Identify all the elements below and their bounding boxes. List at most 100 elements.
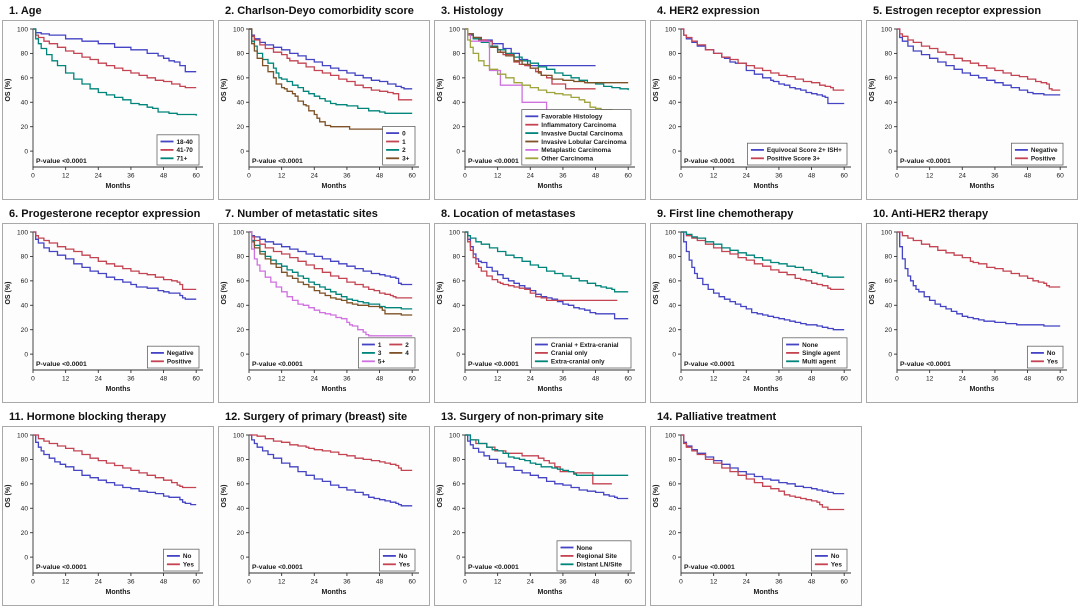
p-value-label: P-value <0.0001 [468,361,519,368]
km-panel-11: 11. Hormone blocking therapy 0 20 40 60 80 100… [2,408,214,606]
x-tick-label: 48 [1024,376,1032,383]
y-axis: 0 20 40 60 80 100 [233,26,249,155]
x-tick-label: 48 [808,376,816,383]
y-axis-label: OS (%) [869,282,876,305]
x-tick-label: 48 [592,579,600,586]
y-tick-label: 60 [453,278,461,285]
legend-label: 71+ [177,156,188,163]
legend-label: Cranial + Extra-cranial [551,342,619,349]
y-tick-label: 40 [237,506,245,513]
km-panel-8: 8. Location of metastases 0 20 40 60 80 100 0 12… [434,205,646,403]
legend-label: Cranial only [551,350,588,357]
km-curve-none [465,434,629,500]
legend-label: Negative [167,350,194,357]
panel-title: 1. Age [9,5,42,17]
km-curve-71- [33,28,197,116]
y-tick-label: 0 [240,351,244,358]
y-tick-label: 80 [453,254,461,261]
y-axis: 0 20 40 60 80 100 [881,229,897,358]
legend-label: Positive [1031,156,1056,163]
x-tick-label: 60 [625,173,633,180]
legend: Negative Positive [1010,142,1064,166]
plot-box: 0 20 40 60 80 100 0 12 24 36 48 60 Months OS (%) P-val… [866,20,1078,200]
km-curve-18-40 [33,28,197,73]
legend-label: 2 [402,147,406,154]
y-axis-label: OS (%) [653,282,660,305]
y-tick-label: 0 [456,148,460,155]
x-axis: 0 12 24 36 48 60 [679,573,848,586]
panel-title: 11. Hormone blocking therapy [9,411,167,423]
p-value-label: P-value <0.0001 [684,361,735,368]
y-axis: 0 20 40 60 80 100 [17,229,33,358]
legend-label: Regional Site [577,553,618,560]
x-axis: 0 12 24 36 48 60 [895,167,1064,180]
legend-label: 5+ [378,359,386,366]
y-tick-label: 60 [885,75,893,82]
x-axis-label: Months [322,386,347,393]
legend-label: 1 [402,139,406,146]
y-tick-label: 20 [237,124,245,131]
x-tick-label: 0 [247,376,251,383]
x-tick-label: 36 [127,173,135,180]
p-value-label: P-value <0.0001 [252,158,303,165]
x-tick-label: 12 [710,579,718,586]
p-value-label: P-value <0.0001 [900,361,951,368]
legend-label: Negative [1031,147,1058,154]
x-tick-label: 60 [193,376,201,383]
y-tick-label: 100 [17,432,28,439]
axes [32,29,203,168]
y-tick-label: 80 [21,457,29,464]
plot-box: 0 20 40 60 80 100 0 12 24 36 48 60 Months OS (%) P-val… [650,426,862,606]
legend-label: Invasive Ductal Carcinoma [541,130,623,137]
x-tick-label: 60 [409,173,417,180]
x-tick-label: 0 [895,173,899,180]
x-tick-label: 12 [710,376,718,383]
y-tick-label: 100 [665,26,676,33]
legend-label: 3+ [402,156,410,163]
x-tick-label: 36 [559,376,567,383]
x-axis-label: Months [538,589,563,596]
legend: Equivocal Score 2+ ISH+ Positive Score 3+ [747,142,848,166]
x-tick-label: 36 [559,579,567,586]
y-tick-label: 40 [669,506,677,513]
legend-label: 41-70 [177,147,194,154]
axes [32,232,203,371]
y-tick-label: 60 [21,75,29,82]
y-tick-label: 0 [24,148,28,155]
x-tick-label: 12 [494,173,502,180]
x-axis-label: Months [754,589,779,596]
y-axis: 0 20 40 60 80 100 [881,26,897,155]
y-tick-label: 20 [21,327,29,334]
x-tick-label: 60 [625,376,633,383]
axes [32,435,203,574]
x-tick-label: 48 [376,579,384,586]
km-chart-6: 0 20 40 60 80 100 0 12 24 36 48 60 Months OS (%) P-val… [5,229,203,393]
x-axis-label: Months [322,589,347,596]
legend: 0 12 3+ [382,126,416,166]
x-tick-label: 60 [841,579,849,586]
x-tick-label: 36 [991,173,999,180]
legend-label: Other Carcinoma [541,156,593,163]
legend-label: None [802,342,818,349]
km-panel-5: 5. Estrogen receptor expression 0 20 40 60 80… [866,2,1078,200]
km-curve-41-70 [33,28,197,89]
x-tick-label: 24 [743,579,751,586]
panel-title: 10. Anti-HER2 therapy [873,208,989,220]
y-tick-label: 40 [21,506,29,513]
x-tick-label: 60 [625,579,633,586]
x-tick-label: 24 [959,173,967,180]
legend-label: Positive Score 3+ [767,156,820,163]
km-curve-1 [249,28,413,101]
y-tick-label: 60 [885,278,893,285]
km-curve-1 [249,231,413,286]
x-tick-label: 24 [95,376,103,383]
legend-label: Single agent [802,350,841,357]
legend-label: 18-40 [177,139,194,146]
legend-label: Yes [399,562,410,569]
y-tick-label: 100 [449,432,460,439]
y-tick-label: 80 [453,457,461,464]
x-tick-label: 60 [1057,376,1065,383]
legend-label: 1 [378,342,382,349]
y-axis: 0 20 40 60 80 100 [233,229,249,358]
